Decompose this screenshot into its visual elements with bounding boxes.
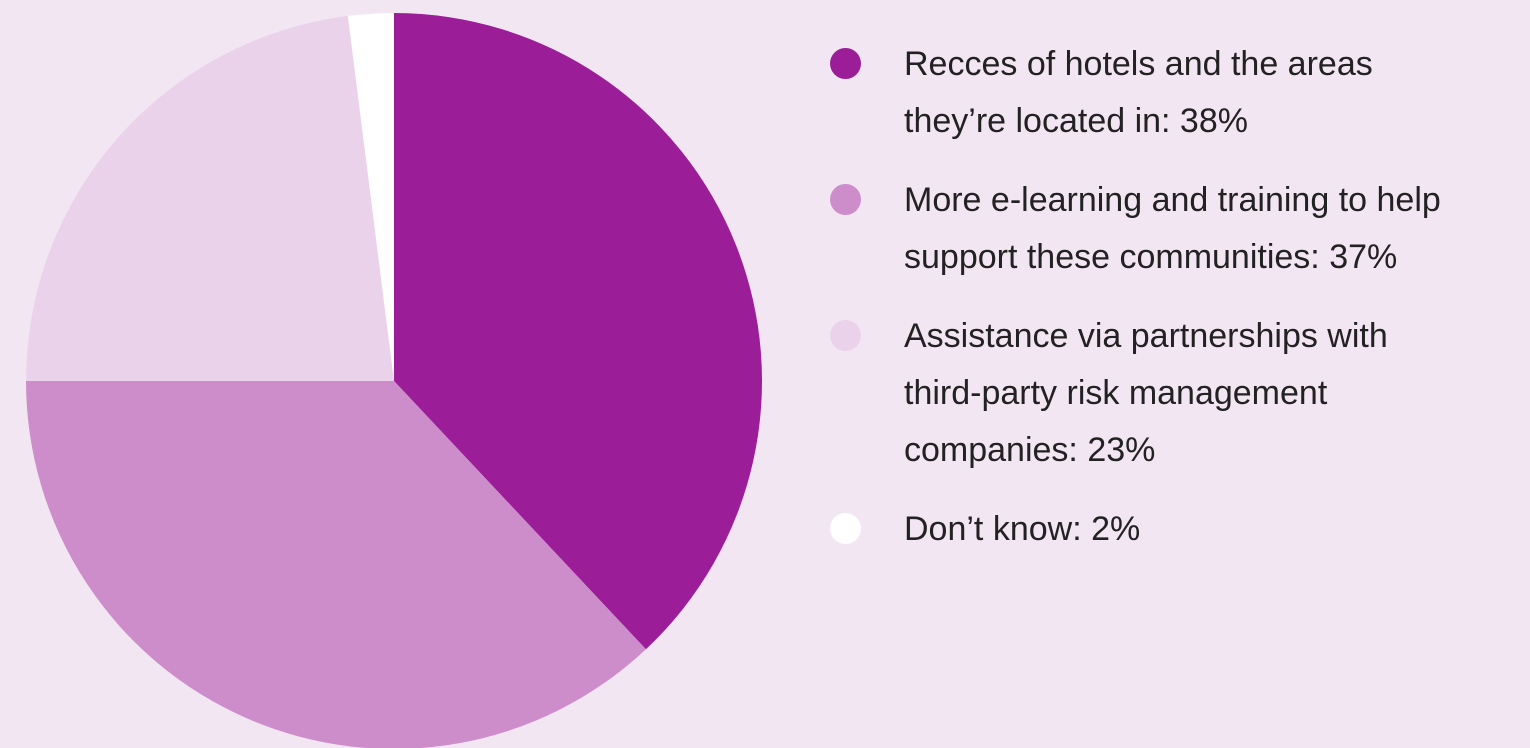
pie-slice-dont-know bbox=[347, 12, 394, 381]
legend-label-line: third-party risk management bbox=[904, 374, 1328, 412]
legend-label-line: Recces of hotels and the areas bbox=[904, 45, 1373, 83]
legend-swatch bbox=[830, 48, 861, 79]
legend-label-line: Don’t know: 2% bbox=[904, 510, 1141, 548]
legend-label: Don’t know: 2% bbox=[904, 501, 1140, 558]
legend-item-recces: Recces of hotels and the areas they’re l… bbox=[830, 40, 1510, 150]
legend-label-line: More e-learning and training to help bbox=[904, 181, 1441, 219]
legend-item-dont-know: Don’t know: 2% bbox=[830, 505, 1510, 558]
pie-chart bbox=[26, 12, 762, 748]
legend-label-line: support these communities: 37% bbox=[904, 238, 1398, 276]
legend-label-line: companies: 23% bbox=[904, 431, 1156, 469]
legend-label: More e-learning and training to help sup… bbox=[904, 172, 1441, 286]
chart-legend: Recces of hotels and the areas they’re l… bbox=[830, 40, 1510, 584]
legend-item-elearning: More e-learning and training to help sup… bbox=[830, 176, 1510, 286]
legend-label: Assistance via partnerships with third-p… bbox=[904, 308, 1388, 479]
legend-item-partnerships: Assistance via partnerships with third-p… bbox=[830, 312, 1510, 479]
pie-slice-recces bbox=[394, 13, 762, 650]
pie-slice-partnerships bbox=[26, 15, 394, 382]
pie-slice-elearning bbox=[26, 381, 646, 748]
legend-swatch bbox=[830, 320, 861, 351]
legend-swatch bbox=[830, 513, 861, 544]
legend-label-line: Assistance via partnerships with bbox=[904, 317, 1388, 355]
legend-label: Recces of hotels and the areas they’re l… bbox=[904, 36, 1373, 150]
legend-label-line: they’re located in: 38% bbox=[904, 102, 1248, 140]
legend-swatch bbox=[830, 184, 861, 215]
